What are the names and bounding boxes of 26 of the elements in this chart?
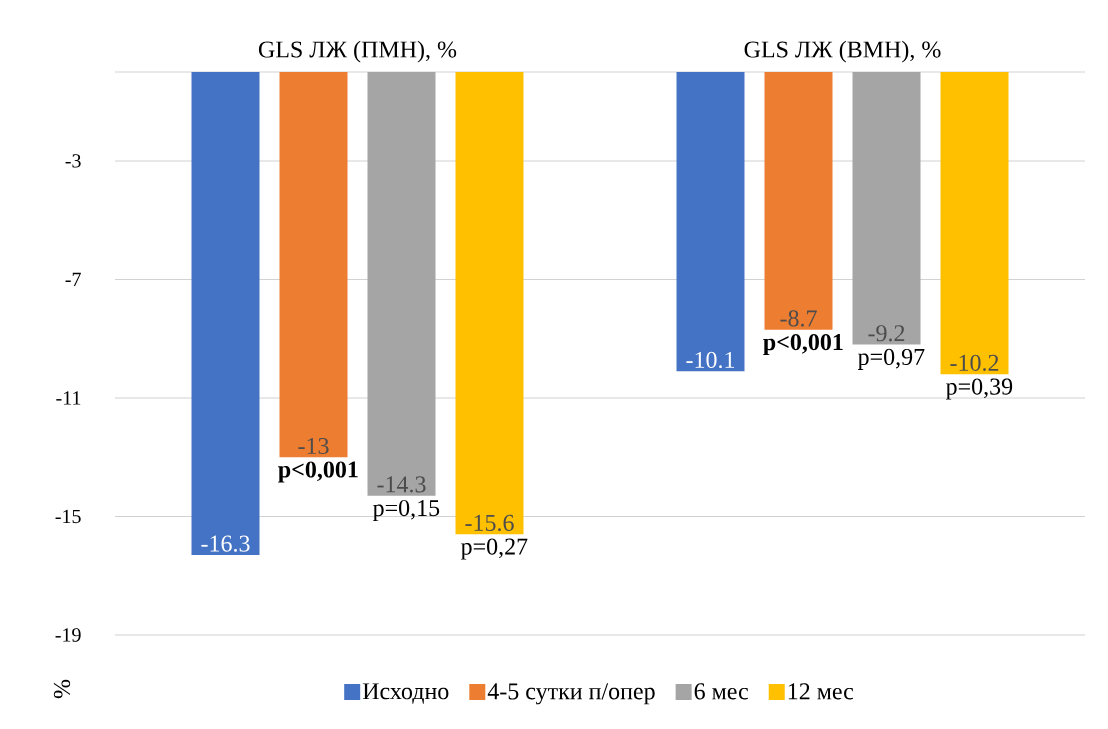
y-tick-label: -11 [56,391,81,405]
y-tick-label: -19 [55,628,81,642]
data-label: -16.3 [201,535,250,552]
y-tick-label: -3 [65,154,81,168]
x-tick-label: GLS ЛЖ (ПМН), % [258,40,457,63]
data-label: -13 [298,437,329,455]
legend-label: 6 мес [694,683,748,700]
data-label: -8.7 [780,310,817,327]
data-label: -10.1 [686,351,735,369]
y-tick-label: -15 [55,509,81,524]
annotation: p<0,001 [763,333,843,356]
legend-label: 4-5 сутки п/опер [487,683,655,705]
legend-label: 12 мес [788,683,854,700]
annotation: p=0,15 [372,499,440,521]
annotation: p=0,39 [945,378,1013,400]
annotation: p=0,27 [460,538,528,560]
data-label: -10.2 [950,354,999,372]
x-tick-label: GLS ЛЖ (ВМН), % [744,40,941,63]
data-label: -14.3 [377,476,426,493]
annotation: p<0,001 [278,461,358,483]
y-tick-label: -7 [65,272,81,286]
annotation: p=0,97 [857,348,925,370]
legend-label: Исходно [362,683,449,704]
data-label: -9.2 [868,325,905,342]
y-axis-title: % [53,679,71,699]
data-label: -15.6 [465,514,514,532]
